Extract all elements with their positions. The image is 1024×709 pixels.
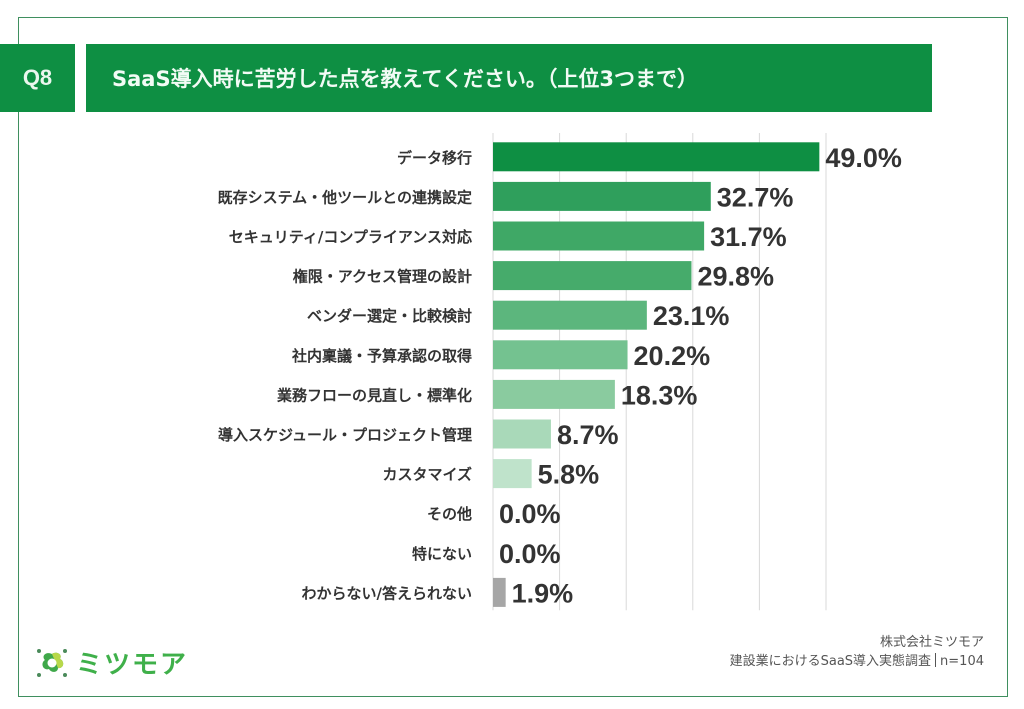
bar [493, 221, 705, 251]
sample-size: n=104 [940, 654, 984, 669]
category-label: データ移行 [397, 149, 472, 167]
value-label: 18.3% [621, 380, 698, 410]
bar [493, 261, 692, 291]
value-label: 5.8% [538, 460, 600, 490]
category-label: セキュリティ/コンプライアンス対応 [229, 228, 472, 246]
bar [493, 379, 615, 409]
mitsumoa-logo-icon [37, 648, 67, 677]
question-title-bar: SaaS導入時に苦労した点を教えてください。（上位3つまで） [86, 44, 932, 112]
value-label: 0.0% [499, 539, 561, 569]
survey-info: 建設業におけるSaaS導入実態調査 n=104 [730, 652, 984, 671]
question-number-badge: Q8 [0, 44, 75, 112]
category-label: 社内稟議・予算承認の取得 [291, 347, 472, 365]
bar [493, 459, 532, 489]
logo-text: ミツモア [76, 650, 189, 680]
category-label: 導入スケジュール・プロジェクト管理 [218, 426, 472, 444]
bar [493, 419, 551, 449]
value-label: 8.7% [557, 420, 619, 450]
value-label: 29.8% [697, 262, 774, 292]
value-label: 20.2% [634, 341, 711, 371]
value-label: 31.7% [710, 222, 787, 252]
value-label: 0.0% [499, 499, 561, 529]
survey-name: 建設業におけるSaaS導入実態調査 [729, 654, 932, 669]
bar [493, 181, 711, 211]
question-text: SaaS導入時に苦労した点を教えてください。（上位3つまで） [112, 67, 699, 91]
bar [493, 142, 820, 172]
category-label: 業務フローの見直し・標準化 [276, 386, 472, 404]
footer-credit: 株式会社ミツモア 建設業におけるSaaS導入実態調査 n=104 [730, 633, 984, 671]
category-label: わからない/答えられない [302, 584, 472, 602]
bar [493, 340, 628, 370]
bar [493, 300, 647, 330]
category-label: 既存システム・他ツールとの連携設定 [218, 188, 472, 206]
category-label: ベンダー選定・比較検討 [307, 307, 472, 325]
value-label: 49.0% [825, 143, 902, 173]
category-label: その他 [427, 505, 472, 523]
category-label: カスタマイズ [382, 466, 472, 484]
bar [493, 577, 506, 607]
category-label: 特にない [412, 545, 472, 563]
value-label: 1.9% [512, 578, 574, 608]
company-name: 株式会社ミツモア [879, 635, 984, 650]
value-label: 23.1% [653, 301, 730, 331]
category-label: 権限・アクセス管理の設計 [293, 268, 472, 286]
value-label: 32.7% [717, 182, 794, 212]
question-number: Q8 [22, 65, 53, 90]
separator [935, 653, 937, 667]
logo: ミツモア [36, 644, 188, 681]
